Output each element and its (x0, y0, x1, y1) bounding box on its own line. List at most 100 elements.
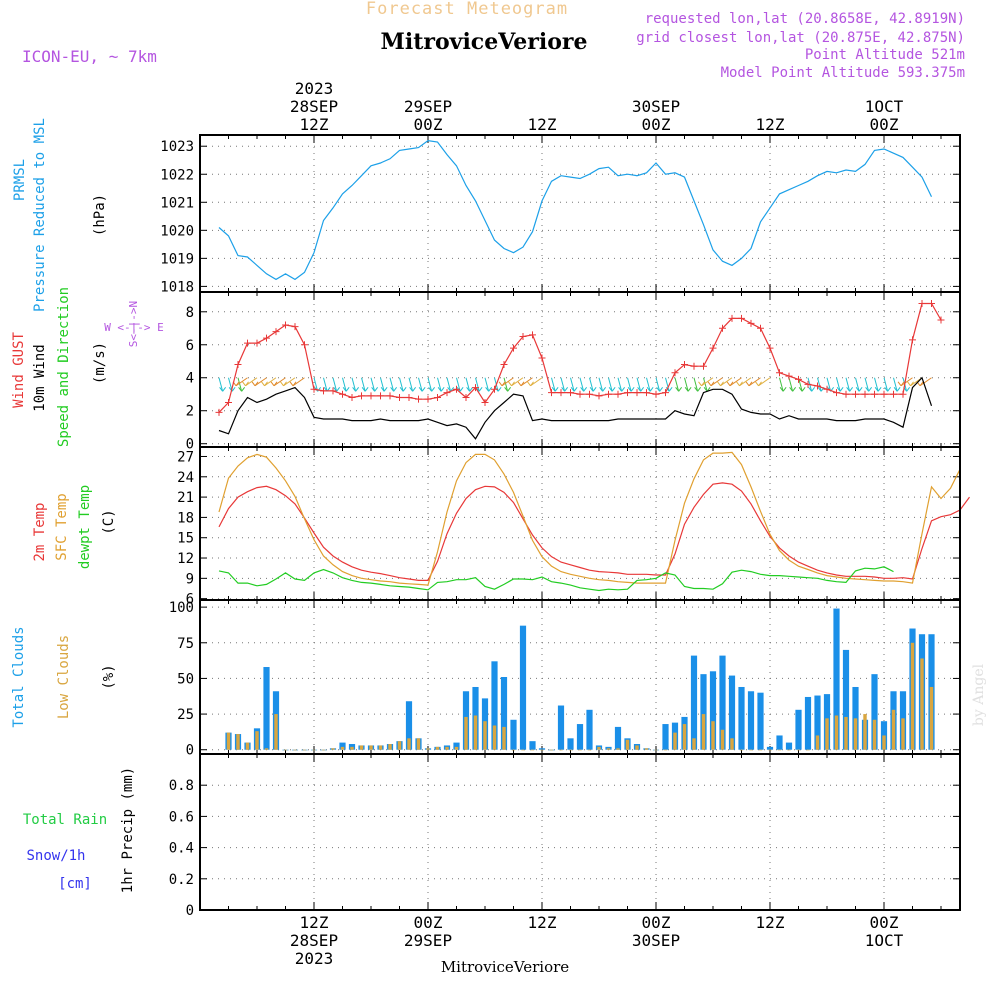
point-altitude: Point Altitude 521m (805, 47, 965, 63)
total-cloud-bar (339, 742, 346, 750)
gust-point (861, 390, 869, 398)
gust-point (377, 392, 384, 400)
total-cloud-bar (576, 724, 584, 750)
gust-point (776, 369, 783, 377)
t2m-label: 2m Temp (32, 502, 48, 561)
wind-arrow (874, 377, 879, 392)
y-tick-label: 15 (177, 531, 194, 547)
wind-arrow (408, 377, 414, 392)
gust-point (386, 392, 394, 400)
wind-arrow (264, 377, 277, 387)
time-label-top: 29SEP (404, 97, 452, 116)
wind-arrow (845, 377, 851, 392)
gust-point (709, 344, 717, 352)
total-cloud-bar (614, 726, 622, 750)
low-cloud-bar (435, 746, 440, 750)
low-cloud-bar (768, 749, 772, 751)
wind-arrow-head (498, 381, 506, 387)
y-tick-label: 1023 (160, 139, 194, 155)
low-cloud-bar (264, 748, 269, 750)
wind-arrow (701, 377, 714, 387)
wind-arrow-head (589, 386, 597, 392)
wind-arrow-head (755, 381, 762, 387)
wind-arrow (758, 377, 771, 387)
time-label-bottom: 12Z (300, 913, 329, 932)
low-cloud-bar (454, 746, 459, 750)
wind-arrow (380, 377, 385, 392)
wind-arrow-head (352, 386, 360, 392)
gust-point (215, 408, 223, 416)
wind-arrow-head (261, 381, 268, 387)
clouds-panel: 0 25 50 75 100 (169, 599, 961, 759)
total-cloud-bar (491, 661, 498, 750)
low-cloud-bar (758, 749, 763, 751)
gust-point (567, 389, 574, 397)
low-cloud-bar (255, 731, 259, 750)
gust-point (747, 319, 755, 327)
temp-unit-label: (C) (101, 509, 117, 534)
wind-panel: 0 2 4 6 8 (186, 291, 961, 453)
wind-arrow (617, 377, 623, 392)
wind-arrow-head (627, 386, 635, 392)
low-cloud-bar (511, 749, 516, 751)
total-cloud-bar (567, 738, 574, 750)
wind-arrow-head (789, 386, 797, 392)
low-cloud-bar (521, 749, 525, 751)
gust-point (690, 362, 698, 370)
wind-arrow (465, 377, 471, 392)
y-tick-label: 8 (186, 305, 194, 321)
panel-frame (199, 446, 961, 601)
total-cloud-bar (405, 701, 413, 750)
series-2m-temp (218, 482, 970, 582)
wind-arrow (273, 377, 286, 387)
wind-arrow-head (907, 381, 914, 387)
wind-arrow (729, 377, 742, 387)
pressure-panel: 1018 1019 1020 1021 1022 1023 (160, 134, 961, 295)
time-label-bottom: 30SEP (632, 931, 680, 950)
y-tick-label: 12 (177, 551, 194, 567)
gust-point (415, 395, 422, 403)
y-tick-label: 9 (186, 571, 194, 587)
y-tick-label: 25 (177, 707, 194, 723)
low-cloud-bar (549, 749, 554, 751)
gust-point (643, 389, 650, 397)
total-cloud-bar (804, 696, 812, 750)
closest-coords: grid closest lon,lat (20.875E, 42.875N) (636, 30, 965, 46)
low-cloud-bar (578, 749, 582, 751)
gust-point (833, 389, 840, 397)
wind-arrow-head (270, 381, 278, 387)
wind-arrow-head (508, 381, 515, 387)
time-label-top: 00Z (642, 115, 671, 134)
gust-point (671, 369, 679, 377)
wind-arrow (720, 377, 733, 387)
time-label-top: 00Z (414, 115, 443, 134)
low-cloud-bar (293, 749, 297, 751)
wind-arrow (501, 377, 514, 387)
wind-arrow (520, 377, 533, 387)
total-cloud-bar (833, 608, 840, 750)
wind-arrow (788, 377, 794, 392)
total-cloud-bar (605, 746, 612, 750)
wind-arrow-head (846, 386, 854, 392)
wind-arrow-head (242, 381, 249, 387)
gust-point (472, 384, 479, 392)
panel-frame (199, 291, 961, 448)
wind-arrow (503, 377, 509, 392)
total-clouds-label: Total Clouds (11, 626, 27, 727)
precip-panel: 0 0.2 0.4 0.6 0.8 (169, 753, 961, 919)
low-cloud-bar (464, 716, 468, 750)
low-cloud-bar (616, 748, 620, 750)
low-cloud-bar (606, 748, 611, 750)
wind-arrow (235, 377, 248, 387)
y-tick-label: 50 (177, 671, 194, 687)
panel-frame (199, 753, 961, 911)
wind-arrow (655, 377, 661, 392)
gust-point (785, 372, 793, 380)
total-cloud-bar (795, 709, 802, 750)
wind-arrow (579, 377, 585, 392)
low-cloud-bar (777, 749, 782, 751)
gust-point (434, 394, 441, 402)
wind-arrow (361, 377, 366, 392)
gust-point (880, 390, 888, 398)
gust-point (253, 339, 261, 347)
